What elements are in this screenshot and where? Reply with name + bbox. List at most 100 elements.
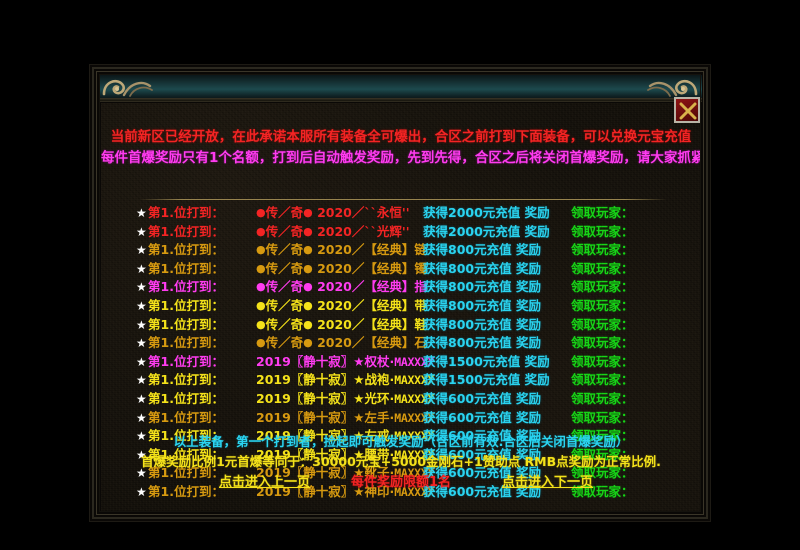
notice-line-2: 每件首爆奖励只有1个名额，打到后自动触发奖励，先到先得，合区之后将关闭首爆奖励，… [101, 150, 701, 166]
reward-row[interactable]: ★ 第1.位打到： ●传／奇● 2020／``光辉'' 获得2000元充值 奖励 领取玩… [101, 223, 701, 242]
item-name: 2019〖静十寂〗★权杖·MAXXXX [256, 353, 434, 372]
claim-player-label[interactable]: 领取玩家： [571, 242, 634, 258]
footer-line-1: 以上装备，第一个打到者，捡起即可触发奖励（合区前有效.合区后关闭首爆奖励） [173, 434, 629, 449]
reward-amount: 获得1500元充值 奖励 [423, 372, 550, 388]
grade-label: 传／奇 [265, 297, 304, 313]
claim-player-label[interactable]: 领取玩家： [571, 260, 634, 276]
rank-label: 第1.位打到： [148, 316, 224, 332]
footer-actions: 点击进入上一页 每件奖励限额1名 点击进入下一页 [101, 472, 701, 494]
star-icon: ★ [136, 391, 147, 406]
claim-player-label[interactable]: 领取玩家： [571, 446, 634, 462]
item-label: 2020／【经典】石 [312, 335, 427, 351]
grade-dot-right-icon: ● [303, 280, 313, 294]
grade-label: 传／奇 [265, 316, 304, 332]
rank-label: 第1.位打到： [148, 353, 224, 369]
reward-amount: 获得2000元充值 奖励 [423, 205, 550, 220]
item-name: 2019〖静十寂〗★光环·MAXXXX [256, 390, 434, 409]
prev-page-button[interactable]: 点击进入上一页 [219, 475, 311, 490]
item-owner-tag: MAXXXX [394, 354, 434, 369]
item-name: 2019〖静十寂〗★神印·MAXXXX [256, 483, 434, 502]
reward-row[interactable]: ★ 第1.位打到： 2019〖静十寂〗★战袍·MAXXXX 获得1500元充值 奖励 领… [101, 371, 701, 390]
reward-amount: 获得2000元充值 奖励 [423, 223, 550, 239]
reward-amount: 获得800元充值 奖励 [423, 279, 541, 295]
reward-row[interactable]: ★ 第1.位打到： ●传／奇● 2020／``永恒'' 获得2000元充值 奖励 领取玩… [101, 204, 701, 223]
grade-dot-left-icon: ● [256, 224, 266, 238]
next-page-button[interactable]: 点击进入下一页 [501, 475, 593, 490]
grade-dot-left-icon: ● [256, 206, 266, 219]
reward-row[interactable]: ★ 第1.位打到： 2019〖静十寂〗★靴子·MAXXXX 获得600元充值 奖励 领取… [101, 464, 701, 483]
rank-label: 第1.位打到： [148, 205, 224, 220]
reward-row[interactable]: ★ 第1.位打到： 2019〖静十寂〗★光环·MAXXXX 获得600元充值 奖励 领取… [101, 390, 701, 409]
reward-amount: 获得1500元充值 奖励 [423, 353, 550, 369]
star-icon: ★ [136, 336, 147, 351]
item-name: ●传／奇● 2020／【经典】指 [256, 278, 427, 297]
item-label: 2019〖静十寂〗★战袍· [256, 372, 395, 388]
claim-player-label[interactable]: 领取玩家： [571, 483, 634, 499]
reward-amount: 获得600元充值 奖励 [423, 409, 541, 425]
reward-row[interactable]: ★ 第1.位打到： ●传／奇● 2020／【经典】链 获得800元充值 奖励 领取玩家： [101, 241, 701, 260]
claim-player-label[interactable]: 领取玩家： [571, 353, 634, 369]
grade-label: 传／奇 [265, 242, 304, 258]
reward-list: ★ 第1.位打到： ●传／奇● 2020／``永恒'' 获得2000元充值 奖励 领取玩… [101, 204, 701, 502]
reward-row[interactable]: ★ 第1.位打到： 2019〖静十寂〗★神印·MAXXXX 获得600元充值 奖励 领取… [101, 483, 701, 502]
reward-row[interactable]: ★ 第1.位打到： 2019〖静十寂〗★腰带·MAXXXX 获得600元充值 奖励 领取… [101, 446, 701, 465]
item-label: 2020／【经典】镯 [312, 260, 427, 276]
reward-row[interactable]: ★ 第1.位打到： 2019〖静十寂〗★权杖·MAXXXX 获得1500元充值 奖励 领… [101, 353, 701, 372]
reward-row[interactable]: ★ 第1.位打到： ●传／奇● 2020／【经典】鞋 获得800元充值 奖励 领取玩家： [101, 316, 701, 335]
item-owner-tag: MAXXXX [394, 391, 434, 406]
rank-label: 第1.位打到： [148, 223, 224, 239]
star-icon: ★ [136, 447, 147, 462]
rank-label: 第1.位打到： [148, 483, 224, 499]
item-label: 2019〖静十寂〗★左戒· [256, 428, 395, 444]
reward-row[interactable]: ★ 第1.位打到： ●传／奇● 2020／【经典】镯 获得800元充值 奖励 领取玩家： [101, 260, 701, 279]
reward-amount: 获得600元充值 奖励 [423, 428, 541, 444]
rank-label: 第1.位打到： [148, 335, 224, 351]
item-owner-tag: MAXXXX [394, 484, 434, 499]
item-label: 2020／【经典】链 [312, 242, 427, 258]
grade-label: 传／奇 [265, 279, 304, 295]
grade-label: 传／奇 [265, 205, 304, 220]
rank-label: 第1.位打到： [148, 260, 224, 276]
claim-player-label[interactable]: 领取玩家： [571, 316, 634, 332]
star-icon: ★ [136, 354, 147, 369]
claim-player-label[interactable]: 领取玩家： [571, 372, 634, 388]
rank-label: 第1.位打到： [148, 372, 224, 388]
claim-player-label[interactable]: 领取玩家： [571, 205, 634, 220]
item-name: 2019〖静十寂〗★左戒·MAXXXX [256, 427, 434, 446]
item-name: 2019〖静十寂〗★靴子·MAXXXX [256, 464, 434, 483]
rank-label: 第1.位打到： [148, 428, 224, 444]
reward-announcement-window: 当前新区已经开放，在此承诺本服所有装备全可爆出，合区之前打到下面装备，可以兑换元… [89, 64, 711, 522]
item-label: 2019〖静十寂〗★腰带· [256, 446, 395, 462]
star-icon: ★ [136, 280, 147, 295]
item-owner-tag: MAXXXX [394, 373, 434, 388]
reward-row[interactable]: ★ 第1.位打到： ●传／奇● 2020／【经典】带 获得800元充值 奖励 领取玩家： [101, 297, 701, 316]
grade-dot-right-icon: ● [303, 206, 313, 219]
claim-player-label[interactable]: 领取玩家： [571, 465, 634, 481]
claim-player-label[interactable]: 领取玩家： [571, 428, 634, 444]
notice-line-1: 当前新区已经开放，在此承诺本服所有装备全可爆出，合区之前打到下面装备，可以兑换元… [110, 129, 692, 145]
reward-row[interactable]: ★ 第1.位打到： 2019〖静十寂〗★左手·MAXXXX 获得600元充值 奖励 领取… [101, 409, 701, 428]
reward-amount: 获得600元充值 奖励 [423, 465, 541, 481]
rank-label: 第1.位打到： [148, 390, 224, 406]
item-label: 2019〖静十寂〗★权杖· [256, 353, 395, 369]
claim-player-label[interactable]: 领取玩家： [571, 335, 634, 351]
reward-row[interactable]: ★ 第1.位打到： ●传／奇● 2020／【经典】指 获得800元充值 奖励 领取玩家： [101, 278, 701, 297]
claim-player-label[interactable]: 领取玩家： [571, 297, 634, 313]
claim-player-label[interactable]: 领取玩家： [571, 279, 634, 295]
grade-dot-left-icon: ● [256, 243, 266, 257]
footer-line-2: 首爆奖励比例1元首爆等同于：30000元宝+5000金刚石+1赞助点 RMB点奖… [141, 454, 661, 469]
notice-banner: 当前新区已经开放，在此承诺本服所有装备全可爆出，合区之前打到下面装备，可以兑换元… [101, 127, 701, 169]
reward-amount: 获得800元充值 奖励 [423, 316, 541, 332]
rank-label: 第1.位打到： [148, 279, 224, 295]
grade-dot-right-icon: ● [303, 336, 313, 350]
close-button[interactable] [674, 97, 700, 123]
claim-player-label[interactable]: 领取玩家： [571, 409, 634, 425]
claim-player-label[interactable]: 领取玩家： [571, 390, 634, 406]
claim-player-label[interactable]: 领取玩家： [571, 223, 634, 239]
reward-row[interactable]: ★ 第1.位打到： 2019〖静十寂〗★左戒·MAXXXX 获得600元充值 奖励 领取… [101, 427, 701, 446]
corner-ornament-top-left-icon [100, 74, 160, 101]
corner-ornament-top-right-icon [640, 74, 700, 101]
item-label: 2019〖静十寂〗★靴子· [256, 465, 395, 481]
grade-dot-right-icon: ● [303, 317, 313, 331]
reward-row[interactable]: ★ 第1.位打到： ●传／奇● 2020／【经典】石 获得800元充值 奖励 领取玩家： [101, 334, 701, 353]
